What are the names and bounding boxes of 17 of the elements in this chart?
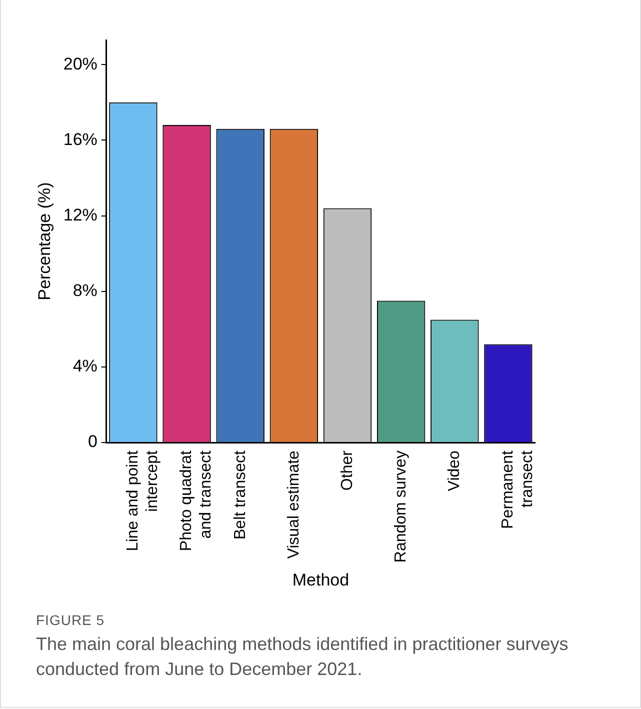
x-tick-label: Random survey: [392, 450, 410, 563]
y-tick-label: 4%: [72, 356, 98, 376]
text: The main coral bleaching methods identified in practitioner surveys conducted from June to December 2021.: [36, 633, 570, 681]
x-tick-label: Visual estimate: [285, 450, 302, 559]
y-tick-label: 0: [88, 432, 98, 452]
x-tick-label: Permanent transect: [500, 450, 536, 529]
x-axis-title: Method: [292, 570, 350, 590]
y-tick-label: 16%: [63, 130, 98, 149]
y-axis-title: Percentage (%): [34, 182, 54, 300]
x-tick-label: Other: [338, 450, 356, 491]
x-tick-label: Belt transect: [232, 450, 249, 540]
caption: FIGURE 5: [36, 612, 106, 628]
y-tick-label: 20%: [63, 54, 98, 74]
x-tick-label: Line and point intercept: [124, 450, 161, 552]
x-tick-label: Video: [446, 450, 464, 492]
y-tick-label: 8%: [72, 281, 98, 300]
y-tick-label: 12%: [63, 205, 98, 224]
